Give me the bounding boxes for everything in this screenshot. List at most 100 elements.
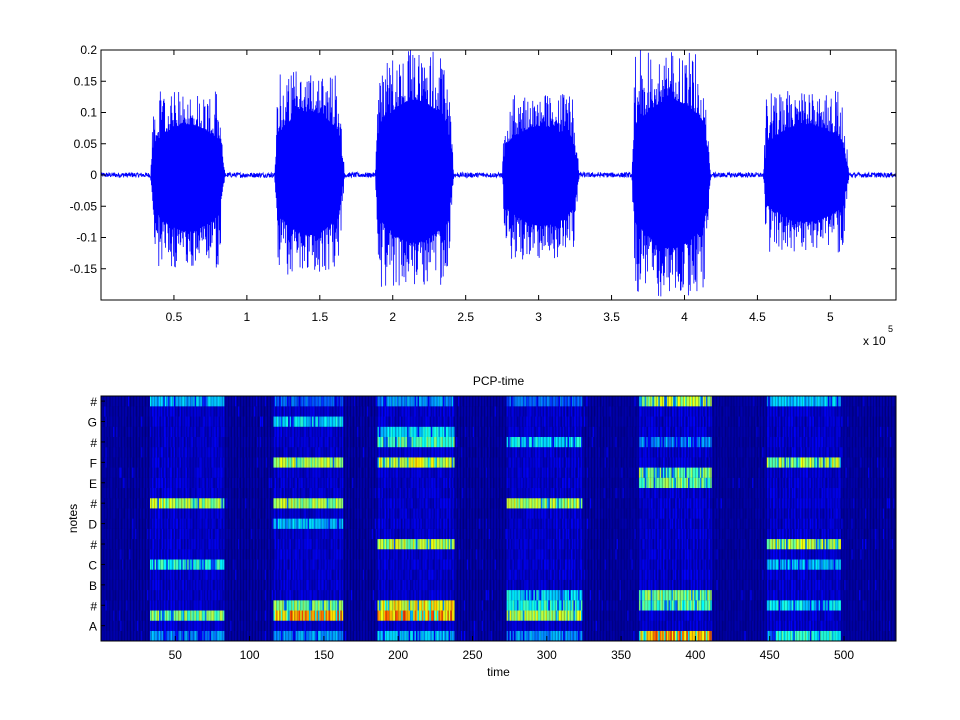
pcp-heatmap-cell: [191, 487, 194, 499]
pcp-heatmap-cell: [262, 538, 265, 550]
pcp-heatmap-cell: [209, 498, 212, 509]
pcp-heatmap-cell: [277, 630, 280, 641]
pcp-heatmap-cell: [188, 416, 191, 427]
waveform-x-tick-label: 4.5: [749, 310, 766, 324]
pcp-heatmap-cell: [194, 498, 197, 509]
pcp-heatmap-cell: [144, 406, 146, 417]
pcp-heatmap-cell: [212, 477, 215, 489]
pcp-heatmap-cell: [294, 498, 296, 509]
pcp-heatmap-cell: [213, 559, 216, 570]
waveform-x-exponent-power: 5: [888, 324, 893, 334]
pcp-heatmap-cell: [123, 498, 125, 509]
pcp-heatmap-cell: [181, 426, 183, 437]
pcp-heatmap-cell: [265, 589, 268, 601]
pcp-heatmap-cell: [112, 518, 115, 529]
pcp-heatmap-cell: [138, 406, 140, 417]
pcp-heatmap-cell: [127, 396, 130, 407]
pcp-heatmap-cell: [132, 498, 134, 509]
pcp-heatmap-cell: [127, 477, 130, 489]
pcp-heatmap-cell: [103, 406, 106, 417]
pcp-heatmap-cell: [117, 508, 119, 519]
pcp-heatmap-cell: [139, 436, 142, 448]
pcp-heatmap-cell: [172, 447, 174, 458]
pcp-heatmap-cell: [206, 620, 209, 631]
pcp-heatmap-cell: [282, 487, 284, 499]
pcp-heatmap-cell: [213, 610, 216, 621]
pcp-heatmap-cell: [294, 467, 296, 478]
pcp-heatmap-cell: [291, 589, 293, 601]
pcp-heatmap-cell: [167, 467, 170, 478]
pcp-heatmap-cell: [274, 498, 277, 509]
pcp-heatmap-cell: [265, 610, 268, 621]
pcp-heatmap-cell: [289, 498, 292, 509]
pcp-heatmap-cell: [248, 498, 250, 509]
pcp-heatmap-cell: [142, 569, 145, 580]
pcp-heatmap-cell: [304, 477, 307, 489]
pcp-heatmap-cell: [277, 498, 280, 509]
pcp-heatmap-cell: [155, 610, 158, 621]
pcp-heatmap-cell: [227, 447, 229, 458]
pcp-heatmap-cell: [157, 436, 160, 448]
pcp-heatmap-cell: [144, 600, 146, 611]
pcp-heatmap-cell: [135, 528, 137, 540]
pcp-heatmap-cell: [257, 610, 259, 621]
pcp-heatmap-cell: [148, 518, 151, 529]
pcp-heatmap-cell: [166, 579, 169, 591]
pcp-heatmap-cell: [237, 579, 240, 591]
pcp-heatmap-cell: [112, 416, 115, 427]
pcp-heatmap-cell: [240, 498, 243, 509]
pcp-heatmap-cell: [230, 477, 232, 489]
pcp-heatmap-cell: [135, 620, 137, 631]
pcp-heatmap-cell: [181, 406, 183, 417]
pcp-heatmap-cell: [106, 579, 109, 591]
pcp-heatmap-cell: [175, 436, 177, 448]
pcp-heatmap-cell: [115, 416, 118, 427]
pcp-heatmap-cell: [237, 630, 240, 641]
pcp-heatmap-cell: [212, 549, 215, 560]
pcp-heatmap-cell: [138, 477, 140, 489]
pcp-heatmap-cell: [230, 396, 232, 407]
pcp-heatmap-cell: [167, 518, 170, 529]
pcp-heatmap-cell: [206, 549, 209, 560]
pcp-heatmap-cell: [285, 426, 287, 437]
pcp-heatmap-cell: [133, 528, 136, 540]
pcp-heatmap-cell: [117, 477, 119, 489]
pcp-heatmap-cell: [200, 416, 203, 427]
pcp-heatmap-cell: [297, 549, 299, 560]
pcp-heatmap-cell: [249, 538, 252, 550]
pcp-heatmap-cell: [233, 467, 235, 478]
pcp-heatmap-cell: [133, 569, 136, 580]
pcp-heatmap-cell: [257, 487, 259, 499]
pcp-heatmap-cell: [185, 508, 188, 519]
pcp-heatmap-cell: [228, 518, 231, 529]
pcp-heatmap-cell: [187, 426, 189, 437]
pcp-heatmap-cell: [231, 457, 234, 468]
pcp-heatmap-cell: [207, 457, 210, 468]
pcp-heatmap-cell: [138, 569, 140, 580]
pcp-heatmap-cell: [274, 436, 277, 448]
pcp-heatmap-cell: [147, 447, 149, 458]
pcp-heatmap-cell: [163, 487, 166, 499]
pcp-heatmap-cell: [298, 600, 301, 611]
pcp-heatmap-cell: [170, 610, 173, 621]
pcp-heatmap-cell: [120, 457, 122, 468]
pcp-heatmap-cell: [221, 436, 223, 448]
pcp-heatmap-cell: [135, 498, 137, 509]
pcp-heatmap-cell: [150, 518, 152, 529]
pcp-heatmap-cell: [271, 457, 274, 468]
pcp-heatmap-cell: [222, 467, 225, 478]
pcp-heatmap-cell: [276, 457, 278, 468]
pcp-heatmap-cell: [249, 579, 252, 591]
pcp-heatmap-cell: [289, 600, 292, 611]
pcp-heatmap-cell: [184, 447, 186, 458]
pcp-heatmap-cell: [206, 610, 209, 621]
pcp-heatmap-cell: [170, 498, 173, 509]
pcp-heatmap-cell: [205, 600, 207, 611]
pcp-heatmap-cell: [164, 630, 167, 641]
pcp-heatmap-cell: [209, 457, 212, 468]
pcp-heatmap-cell: [163, 589, 166, 601]
pcp-heatmap-cell: [270, 589, 273, 601]
pcp-heatmap-cell: [212, 467, 215, 478]
pcp-heatmap-cell: [249, 589, 252, 601]
pcp-heatmap-cell: [115, 396, 118, 407]
